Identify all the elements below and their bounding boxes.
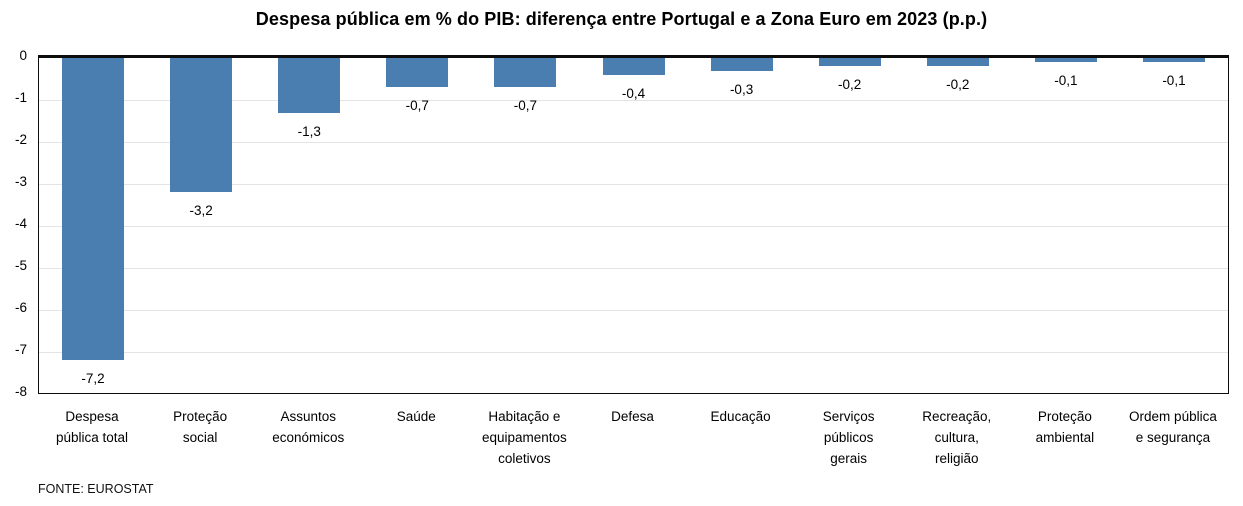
bar-5 (494, 58, 557, 88)
y-tick-label: -5 (14, 258, 27, 273)
value-label-9: -0,2 (946, 77, 970, 93)
value-label-6: -0,4 (621, 85, 646, 101)
bar-9 (926, 58, 989, 67)
bar-1 (62, 58, 125, 361)
plot-area: -7,2 -3,2 -1,3 -0,7 -0,7 -0,4 -0,3 -0,2 -0,2 -0,1… (38, 55, 1229, 394)
value-label-8: -0,2 (838, 77, 862, 93)
gridline (39, 183, 1228, 185)
y-tick-label: -2 (14, 132, 27, 147)
source-note: FONTE: EUROSTAT (38, 482, 154, 496)
y-tick-label: -3 (14, 174, 27, 189)
x-tick-label-8: Serviços públicos gerais (822, 409, 875, 466)
value-label-10: -0,1 (1054, 73, 1078, 89)
value-label-3: -1,3 (297, 123, 321, 139)
gridline (39, 309, 1228, 311)
y-axis: 0 -1 -2 -3 -4 -5 -6 -7 -8 (0, 48, 32, 399)
value-label-5: -0,7 (513, 98, 538, 114)
x-tick-label-2: Proteção social (173, 409, 228, 445)
gridline (39, 225, 1228, 227)
chart-title: Despesa pública em % do PIB: diferença e… (255, 9, 988, 29)
x-tick-label-10: Proteção ambiental (1035, 409, 1095, 445)
y-tick-label: -1 (14, 90, 27, 105)
gridline (39, 99, 1228, 101)
bar-11 (1142, 58, 1205, 63)
value-label-11: -0,1 (1162, 73, 1186, 89)
y-tick-label: -6 (14, 300, 27, 315)
bar-7 (710, 58, 773, 71)
value-label-1: -7,2 (81, 371, 105, 387)
x-axis: Despesa pública total Proteção social Assu… (38, 406, 1229, 476)
bar-10 (1034, 58, 1097, 63)
x-tick-label-6: Defesa (611, 409, 654, 424)
value-label-2: -3,2 (189, 203, 213, 219)
bar-6 (602, 58, 665, 75)
bar-2 (170, 58, 233, 193)
y-tick-label: -8 (14, 384, 27, 399)
x-tick-label-5: Habitação e equipamentos coletivos (481, 409, 567, 466)
bar-4 (386, 58, 449, 88)
x-tick-label-9: Recreação, cultura, religião (922, 409, 992, 466)
gridline (39, 267, 1228, 269)
x-tick-label-4: Saúde (396, 409, 436, 424)
x-tick-label-11: Ordem pública e segurança (1129, 409, 1217, 445)
y-tick-label: -7 (14, 342, 27, 357)
x-tick-label-1: Despesa pública total (56, 409, 129, 445)
y-tick-label: -4 (14, 216, 27, 231)
y-tick-label: 0 (19, 48, 27, 63)
value-label-7: -0,3 (729, 81, 754, 97)
x-tick-label-3: Assuntos económicos (272, 409, 345, 445)
bar-3 (278, 58, 341, 113)
gridline (39, 351, 1228, 353)
bar-8 (818, 58, 881, 67)
x-tick-label-7: Educação (710, 409, 771, 424)
gridline (39, 141, 1228, 143)
value-label-4: -0,7 (405, 98, 429, 114)
